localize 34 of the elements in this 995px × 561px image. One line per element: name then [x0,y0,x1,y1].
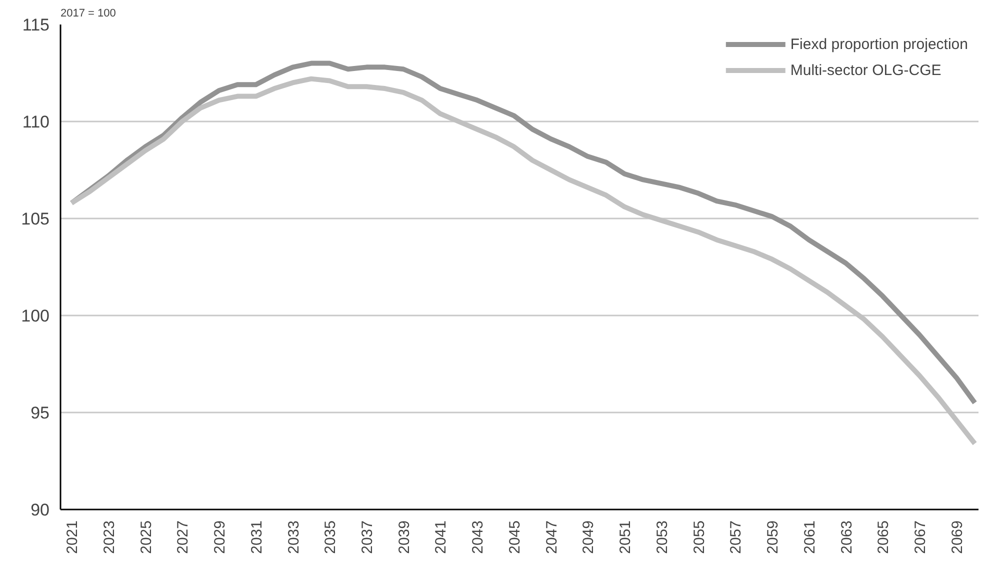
y-tick-label: 115 [22,16,50,34]
x-tick-label: 2031 [248,520,266,554]
x-tick-label: 2043 [470,520,487,554]
x-tick-label: 2025 [138,520,155,554]
x-tick-label: 2063 [838,520,856,554]
x-tick-label: 2051 [617,520,634,554]
x-tick-label: 2069 [948,520,966,554]
y-tick-label: 95 [30,404,50,422]
x-tick-label: 2047 [543,520,560,554]
y-tick-label: 105 [21,210,50,228]
x-tick-label: 2023 [100,520,118,554]
x-tick-label: 2055 [690,520,708,554]
x-tick-label: 2027 [174,520,192,554]
y-tick-label: 100 [21,306,50,326]
y-axis-title: 2017 = 100 [60,8,116,20]
y-tick-label: 110 [22,112,50,132]
legend-label: Multi-sector OLG-CGE [790,62,942,78]
x-tick-label: 2035 [322,520,340,554]
x-tick-label: 2059 [764,520,782,554]
x-tick-label: 2053 [654,520,671,554]
x-tick-label: 2033 [285,520,302,554]
x-tick-label: 2057 [728,520,745,554]
x-tick-label: 2049 [580,520,598,554]
x-tick-label: 2029 [212,520,229,554]
x-tick-label: 2045 [506,520,524,554]
x-tick-label: 2039 [396,520,413,554]
y-tick-label: 90 [30,500,50,520]
x-tick-label: 2037 [359,520,376,554]
x-tick-label: 2065 [875,520,892,554]
x-tick-label: 2061 [801,520,818,554]
x-tick-label: 2067 [912,520,930,554]
x-tick-label: 2021 [64,520,82,554]
legend-label: Fiexd proportion projection [790,36,968,52]
x-tick-label: 2041 [432,520,450,554]
